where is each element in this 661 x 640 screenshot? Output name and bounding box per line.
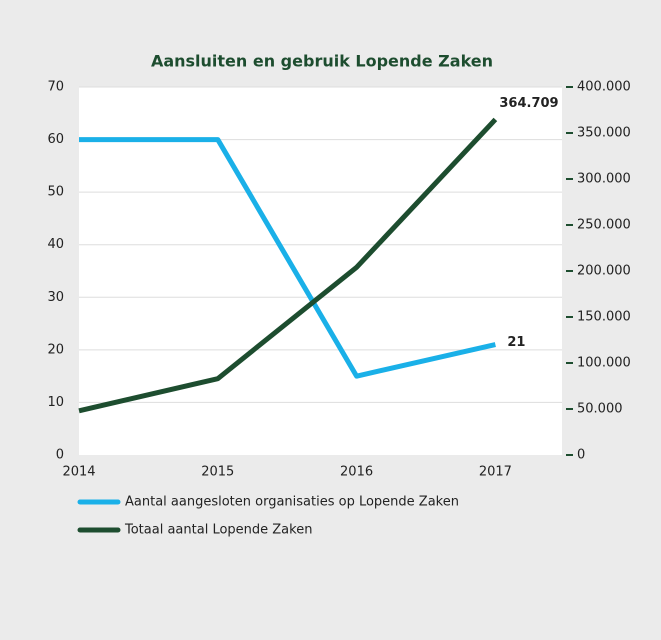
y-tick-label: 50 <box>47 185 64 200</box>
y2-tick-label: 0 <box>577 448 585 463</box>
x-tick-label: 2016 <box>340 465 373 480</box>
y-tick-label: 60 <box>47 132 64 147</box>
chart-title: Aansluiten en gebruik Lopende Zaken <box>151 52 493 71</box>
series-line <box>78 117 498 414</box>
y2-tick-label: 100.000 <box>577 356 631 371</box>
y-tick-label: 0 <box>56 448 64 463</box>
data-label: 364.709 <box>499 96 558 111</box>
y-tick-label: 70 <box>47 80 64 95</box>
y2-tick-label: 50.000 <box>577 402 623 417</box>
y2-tick-label: 350.000 <box>577 126 631 141</box>
y2-tick-label: 250.000 <box>577 218 631 233</box>
y2-tick-label: 200.000 <box>577 264 631 279</box>
x-tick-label: 2014 <box>62 465 95 480</box>
x-tick-label: 2017 <box>479 465 512 480</box>
data-label: 21 <box>507 335 525 350</box>
y2-tick-label: 400.000 <box>577 80 631 95</box>
y-tick-label: 20 <box>47 342 64 357</box>
legend-label: Totaal aantal Lopende Zaken <box>124 523 312 538</box>
legend-label: Aantal aangesloten organisaties op Lopen… <box>125 495 459 510</box>
y2-tick-label: 300.000 <box>577 172 631 187</box>
y2-tick-label: 150.000 <box>577 310 631 325</box>
y-tick-label: 10 <box>47 395 64 410</box>
plot-area <box>79 87 562 455</box>
series-line <box>79 137 496 379</box>
y-tick-label: 30 <box>47 290 64 305</box>
x-tick-label: 2015 <box>201 465 234 480</box>
y-tick-label: 40 <box>47 237 64 252</box>
